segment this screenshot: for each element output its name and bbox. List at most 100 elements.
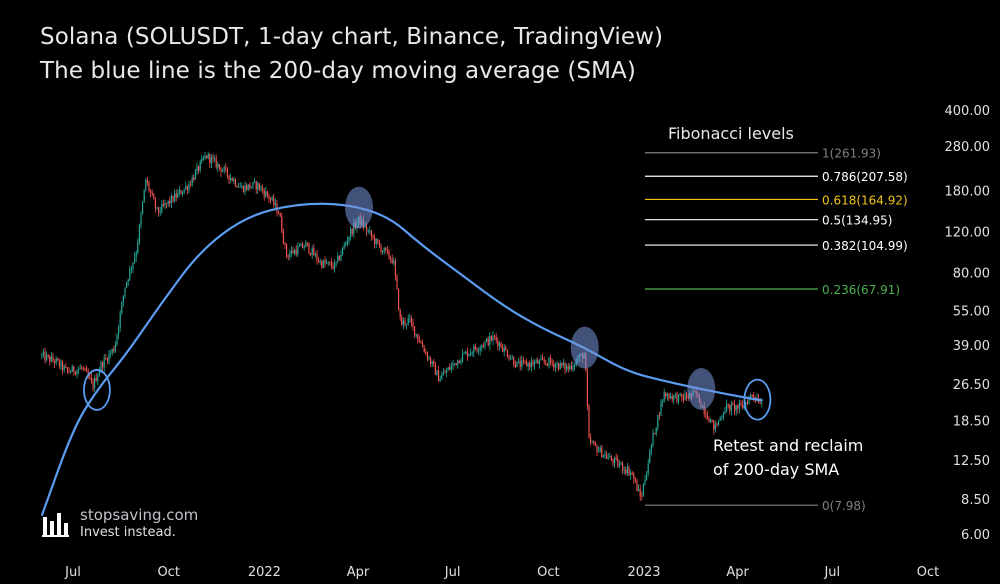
candle-body bbox=[343, 244, 345, 248]
candle-body bbox=[197, 166, 200, 171]
candle-body bbox=[626, 467, 628, 474]
candle bbox=[383, 247, 385, 255]
candle bbox=[713, 419, 715, 435]
candle bbox=[135, 250, 137, 263]
fibonacci-title: Fibonacci levels bbox=[668, 124, 794, 143]
candle-body bbox=[316, 254, 318, 261]
candle bbox=[180, 189, 182, 195]
brand-tagline: Invest instead. bbox=[80, 525, 176, 540]
candle bbox=[297, 242, 299, 257]
candle-body bbox=[722, 413, 724, 418]
candle bbox=[77, 366, 80, 375]
candle bbox=[236, 184, 238, 188]
candle-body bbox=[127, 279, 129, 282]
candle bbox=[716, 422, 718, 428]
candle-body bbox=[82, 367, 84, 369]
candle bbox=[457, 359, 459, 369]
candle bbox=[61, 359, 64, 375]
candle bbox=[189, 180, 192, 188]
candle bbox=[76, 368, 78, 379]
candle bbox=[541, 353, 544, 361]
candle bbox=[345, 241, 347, 247]
candle bbox=[557, 362, 560, 372]
candle bbox=[343, 241, 345, 250]
candle bbox=[121, 300, 123, 316]
candle-body bbox=[229, 178, 232, 180]
candle-body bbox=[727, 404, 729, 406]
candle-body bbox=[148, 182, 150, 191]
candle bbox=[210, 154, 212, 169]
retest-annotation-line1: Retest and reclaim bbox=[713, 436, 863, 455]
candle bbox=[340, 250, 342, 262]
candle bbox=[418, 335, 420, 343]
candle-body bbox=[305, 242, 307, 248]
candle bbox=[253, 177, 256, 184]
candle bbox=[401, 314, 403, 327]
candle-body bbox=[716, 424, 718, 426]
candle bbox=[516, 361, 518, 367]
candle-body bbox=[428, 357, 430, 359]
candle bbox=[308, 241, 310, 255]
candle-body bbox=[551, 362, 553, 364]
candle bbox=[239, 182, 241, 188]
candle-body bbox=[108, 353, 110, 362]
candle bbox=[122, 295, 124, 307]
candle-body bbox=[193, 177, 195, 180]
candle-body bbox=[453, 363, 456, 364]
candle bbox=[705, 408, 707, 419]
candle-body bbox=[317, 260, 320, 263]
candle bbox=[465, 350, 467, 355]
fib-label: 0.786(207.58) bbox=[822, 170, 908, 184]
candle-body bbox=[410, 317, 412, 323]
candle bbox=[65, 362, 67, 369]
candle bbox=[501, 343, 504, 353]
candle-body bbox=[708, 419, 710, 423]
candle bbox=[601, 444, 603, 458]
candle bbox=[724, 406, 726, 415]
candle bbox=[90, 373, 92, 384]
candle-body bbox=[119, 312, 121, 328]
candle-body bbox=[247, 184, 249, 190]
candle bbox=[469, 348, 472, 357]
candle bbox=[177, 189, 179, 199]
candle-body bbox=[669, 396, 672, 399]
candle bbox=[346, 236, 348, 247]
candle-body bbox=[173, 193, 176, 202]
candle bbox=[63, 364, 65, 373]
candle-body bbox=[321, 261, 323, 268]
candle bbox=[426, 351, 428, 362]
candle bbox=[500, 341, 502, 349]
candle bbox=[604, 449, 606, 459]
candle-body bbox=[111, 349, 113, 353]
candle bbox=[153, 192, 155, 200]
candle bbox=[682, 393, 684, 404]
candle bbox=[145, 177, 147, 192]
candle bbox=[332, 261, 334, 270]
candle-body bbox=[273, 197, 275, 206]
candle bbox=[217, 161, 219, 173]
candle-body bbox=[717, 420, 720, 426]
candle-body bbox=[682, 396, 684, 400]
candle-body bbox=[657, 415, 659, 428]
candle bbox=[114, 341, 116, 354]
candle bbox=[231, 177, 233, 182]
candle-body bbox=[81, 367, 83, 369]
candle bbox=[273, 193, 275, 208]
candle bbox=[265, 186, 267, 199]
candle-body bbox=[482, 345, 484, 347]
candle-body bbox=[729, 404, 731, 411]
candle-body bbox=[233, 179, 235, 181]
candle-body bbox=[493, 335, 496, 337]
fib-label: 0.5(134.95) bbox=[822, 214, 892, 228]
candle bbox=[508, 354, 510, 361]
candle bbox=[737, 404, 739, 414]
candle bbox=[634, 477, 636, 484]
candle-body bbox=[745, 402, 747, 405]
candle-body bbox=[645, 473, 648, 481]
candle bbox=[244, 181, 246, 196]
candle bbox=[626, 462, 628, 476]
candle-body bbox=[103, 358, 105, 368]
candle bbox=[511, 354, 513, 360]
candle-body bbox=[596, 445, 598, 453]
candle-body bbox=[265, 191, 267, 197]
